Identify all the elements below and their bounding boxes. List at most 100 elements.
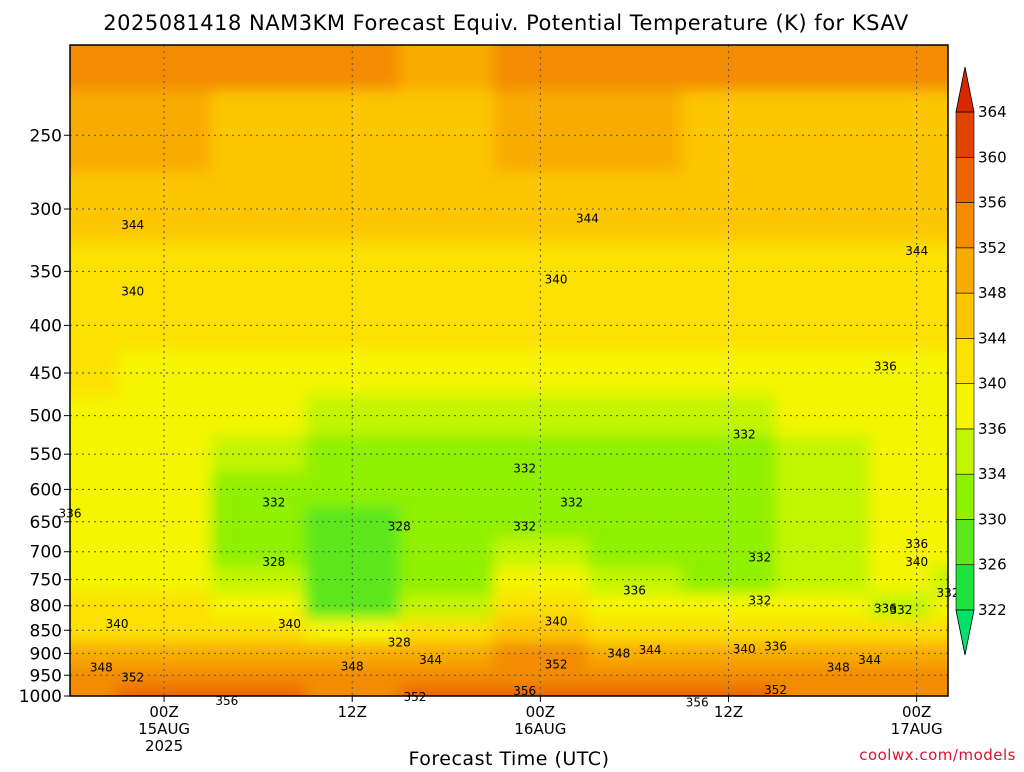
- colorbar-segment: [955, 247, 975, 294]
- colorbar-segment: [955, 156, 975, 203]
- field-cell: [70, 394, 118, 436]
- y-tick-label: 600: [30, 480, 62, 500]
- contour-label: 332: [748, 550, 771, 564]
- field-cell: [587, 298, 682, 350]
- field-cell: [399, 90, 494, 173]
- contour-label: 344: [858, 653, 881, 667]
- field-cell: [211, 349, 306, 395]
- contour-label: 332: [262, 496, 285, 510]
- contour-label: 328: [388, 520, 411, 534]
- colorbar-tick-label: 360: [978, 148, 1007, 166]
- field-cell: [70, 434, 118, 473]
- plot-frame: [69, 44, 949, 697]
- field-cell: [305, 240, 400, 299]
- colorbar-tick-label: 348: [978, 284, 1007, 302]
- field-cell: [587, 172, 682, 241]
- field-cell: [211, 641, 306, 665]
- contour-label: 348: [90, 661, 113, 675]
- field-cell: [211, 434, 306, 473]
- colorbar: 322 326 330 334 336 340 344 348 352 356 360 364: [955, 66, 1007, 656]
- field-cell: [211, 240, 306, 299]
- colorbar-tick-label: 334: [978, 465, 1007, 483]
- x-tick-label: 12Z: [714, 703, 743, 721]
- contour-label: 332: [733, 428, 756, 442]
- field-cell: [493, 298, 588, 350]
- field-cell: [211, 394, 306, 436]
- contour-label: 344: [419, 653, 442, 667]
- field-cell: [399, 172, 494, 241]
- field-cell: [932, 664, 948, 687]
- y-tick-label: 300: [30, 200, 62, 220]
- contour-label: 336: [874, 360, 897, 374]
- field-cell: [775, 298, 871, 350]
- field-cell: [681, 394, 777, 436]
- field-cell: [399, 641, 494, 665]
- y-tick-label: 900: [30, 644, 62, 664]
- field-cell: [399, 434, 494, 473]
- contour-label: 340: [905, 555, 928, 569]
- field-cell: [681, 172, 777, 241]
- field-cell: [305, 172, 400, 241]
- field-cell: [493, 685, 588, 696]
- contour-label: 332: [513, 520, 536, 534]
- chart-title: 2025081418 NAM3KM Forecast Equiv. Potent…: [103, 11, 909, 35]
- contour-label: 356: [215, 694, 238, 708]
- y-axis: 250 300 350 400 450 500 550 600 650 700 750 800 850 9…: [19, 126, 70, 707]
- field-cell: [117, 298, 212, 350]
- field-cell: [70, 685, 118, 696]
- field-cell: [775, 240, 871, 299]
- colorbar-top-arrow: [955, 66, 975, 113]
- y-tick-label: 800: [30, 597, 62, 617]
- field-cell: [775, 172, 871, 241]
- field-cell: [932, 434, 948, 473]
- colorbar-segment: [955, 292, 975, 339]
- y-tick-label: 500: [30, 407, 62, 427]
- field-cell: [869, 45, 933, 91]
- contour-label: 348: [341, 660, 364, 674]
- colorbar-bottom-arrow: [955, 609, 975, 656]
- field-cell: [869, 298, 933, 350]
- field-cell: [399, 45, 494, 91]
- field-cell: [493, 172, 588, 241]
- colorbar-tick-label: 356: [978, 194, 1007, 212]
- field-cell: [587, 90, 682, 173]
- contour-label: 348: [607, 646, 630, 660]
- colorbar-segment: [955, 564, 975, 611]
- field-cell: [775, 45, 871, 91]
- field-cell: [775, 565, 871, 594]
- field-cell: [587, 349, 682, 395]
- colorbar-segment: [955, 202, 975, 249]
- field-cell: [775, 592, 871, 619]
- x-tick-label: 2025: [145, 737, 183, 755]
- field-cell: [932, 90, 948, 173]
- field-cell: [775, 536, 871, 567]
- colorbar-segment: [955, 473, 975, 520]
- field-cell: [70, 90, 118, 173]
- field-cell: [775, 471, 871, 507]
- colorbar-tick-label: 344: [978, 329, 1007, 347]
- contour-label: 352: [764, 683, 787, 697]
- field-cell: [775, 394, 871, 436]
- field-cell: [775, 618, 871, 643]
- grid: [70, 45, 948, 697]
- x-tick-label: 16AUG: [514, 720, 566, 738]
- field-cell: [70, 298, 118, 350]
- y-tick-label: 700: [30, 543, 62, 563]
- colorbar-segment: [955, 338, 975, 384]
- field-cell: [932, 685, 948, 696]
- field-cell: [869, 349, 933, 395]
- field-cell: [775, 434, 871, 473]
- field-cell: [399, 298, 494, 350]
- contour-label: 344: [905, 244, 928, 258]
- field-cell: [211, 172, 306, 241]
- y-tick-label: 850: [30, 621, 62, 641]
- field-cell: [775, 90, 871, 173]
- colorbar-segment: [955, 428, 975, 475]
- field-cell: [493, 641, 588, 665]
- colorbar-segment: [955, 111, 975, 158]
- field-cell: [399, 394, 494, 436]
- field-cell: [869, 641, 933, 665]
- y-tick-label: 250: [30, 126, 62, 146]
